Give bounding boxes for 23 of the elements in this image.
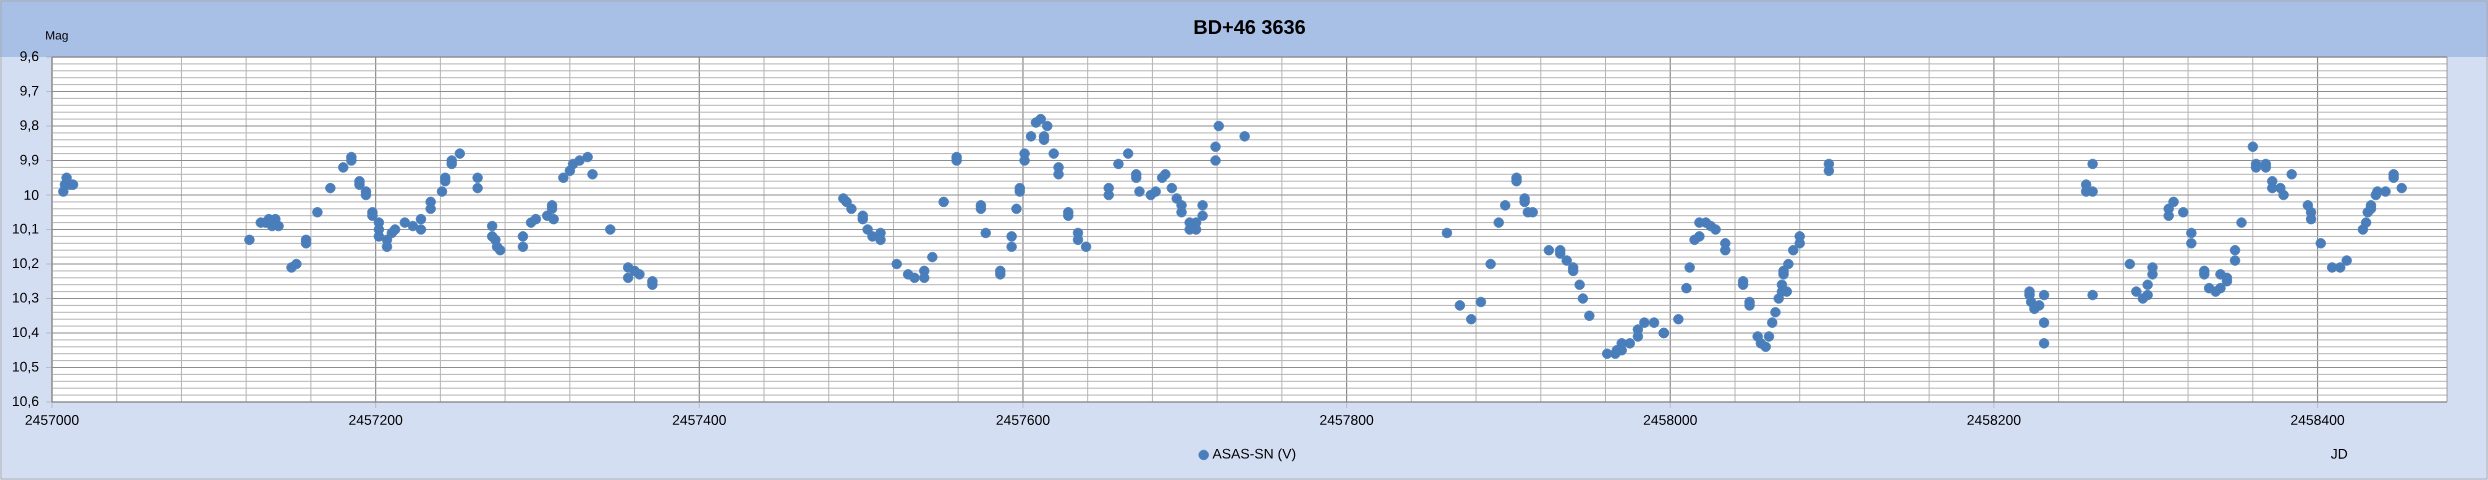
chart-title: BD+46 3636 (1194, 19, 1305, 35)
x-axis-title: JD (2330, 449, 2348, 459)
y-tick-label: 10,2 (12, 258, 39, 270)
y-tick-label: 10,5 (12, 361, 39, 374)
x-tick-label: 2458200 (1967, 415, 2021, 425)
y-tick-label: 10,1 (12, 223, 39, 236)
y-tick-label: 9,8 (20, 120, 39, 132)
y-tick-label: 9,7 (20, 85, 39, 98)
x-tick-label: 2458400 (2291, 415, 2345, 425)
y-tick-label: 10 (24, 190, 39, 200)
y-tick-label: 9,9 (20, 154, 39, 167)
x-tick-label: 2457200 (349, 415, 403, 425)
x-tick-label: 2458000 (1643, 415, 1697, 425)
y-tick-label: 10,3 (12, 292, 39, 305)
x-tick-label: 2457600 (996, 415, 1050, 425)
y-tick-label: 10,6 (12, 396, 39, 408)
y-axis-title: Mag (46, 31, 68, 42)
x-tick-label: 2457000 (25, 415, 79, 425)
y-tick-label: 9,6 (20, 51, 39, 63)
y-tick-label: 10,4 (12, 327, 39, 339)
x-tick-label: 2457800 (1320, 415, 1374, 425)
legend-label: ASAS-SN (V) (1212, 448, 1296, 462)
x-tick-label: 2457400 (672, 415, 726, 425)
